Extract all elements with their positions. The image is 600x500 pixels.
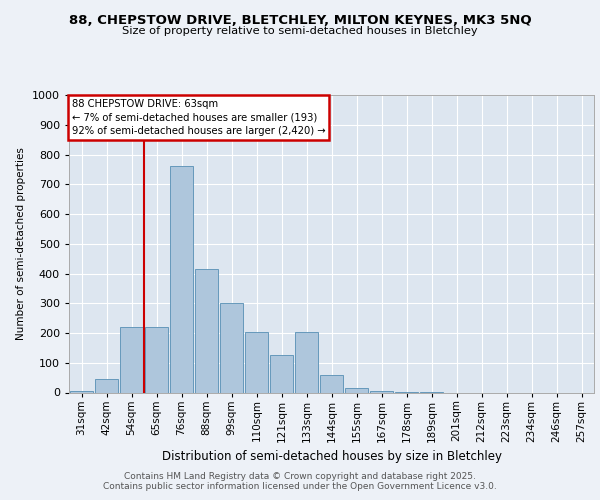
Bar bbox=[195, 269, 218, 392]
Text: Contains public sector information licensed under the Open Government Licence v3: Contains public sector information licen… bbox=[103, 482, 497, 491]
Text: 88 CHEPSTOW DRIVE: 63sqm
← 7% of semi-detached houses are smaller (193)
92% of s: 88 CHEPSTOW DRIVE: 63sqm ← 7% of semi-de… bbox=[71, 100, 325, 136]
Bar bbox=[145, 327, 168, 392]
Bar bbox=[70, 391, 93, 392]
Bar bbox=[295, 332, 318, 392]
Bar bbox=[345, 388, 368, 392]
Bar bbox=[270, 356, 293, 393]
Text: 88, CHEPSTOW DRIVE, BLETCHLEY, MILTON KEYNES, MK3 5NQ: 88, CHEPSTOW DRIVE, BLETCHLEY, MILTON KE… bbox=[68, 14, 532, 27]
Bar bbox=[120, 327, 143, 392]
Bar bbox=[220, 303, 243, 392]
Bar bbox=[245, 332, 268, 392]
Bar bbox=[95, 379, 118, 392]
Y-axis label: Number of semi-detached properties: Number of semi-detached properties bbox=[16, 148, 26, 340]
Text: Size of property relative to semi-detached houses in Bletchley: Size of property relative to semi-detach… bbox=[122, 26, 478, 36]
Text: Contains HM Land Registry data © Crown copyright and database right 2025.: Contains HM Land Registry data © Crown c… bbox=[124, 472, 476, 481]
X-axis label: Distribution of semi-detached houses by size in Bletchley: Distribution of semi-detached houses by … bbox=[161, 450, 502, 463]
Bar bbox=[370, 391, 393, 392]
Bar bbox=[170, 166, 193, 392]
Bar bbox=[320, 374, 343, 392]
